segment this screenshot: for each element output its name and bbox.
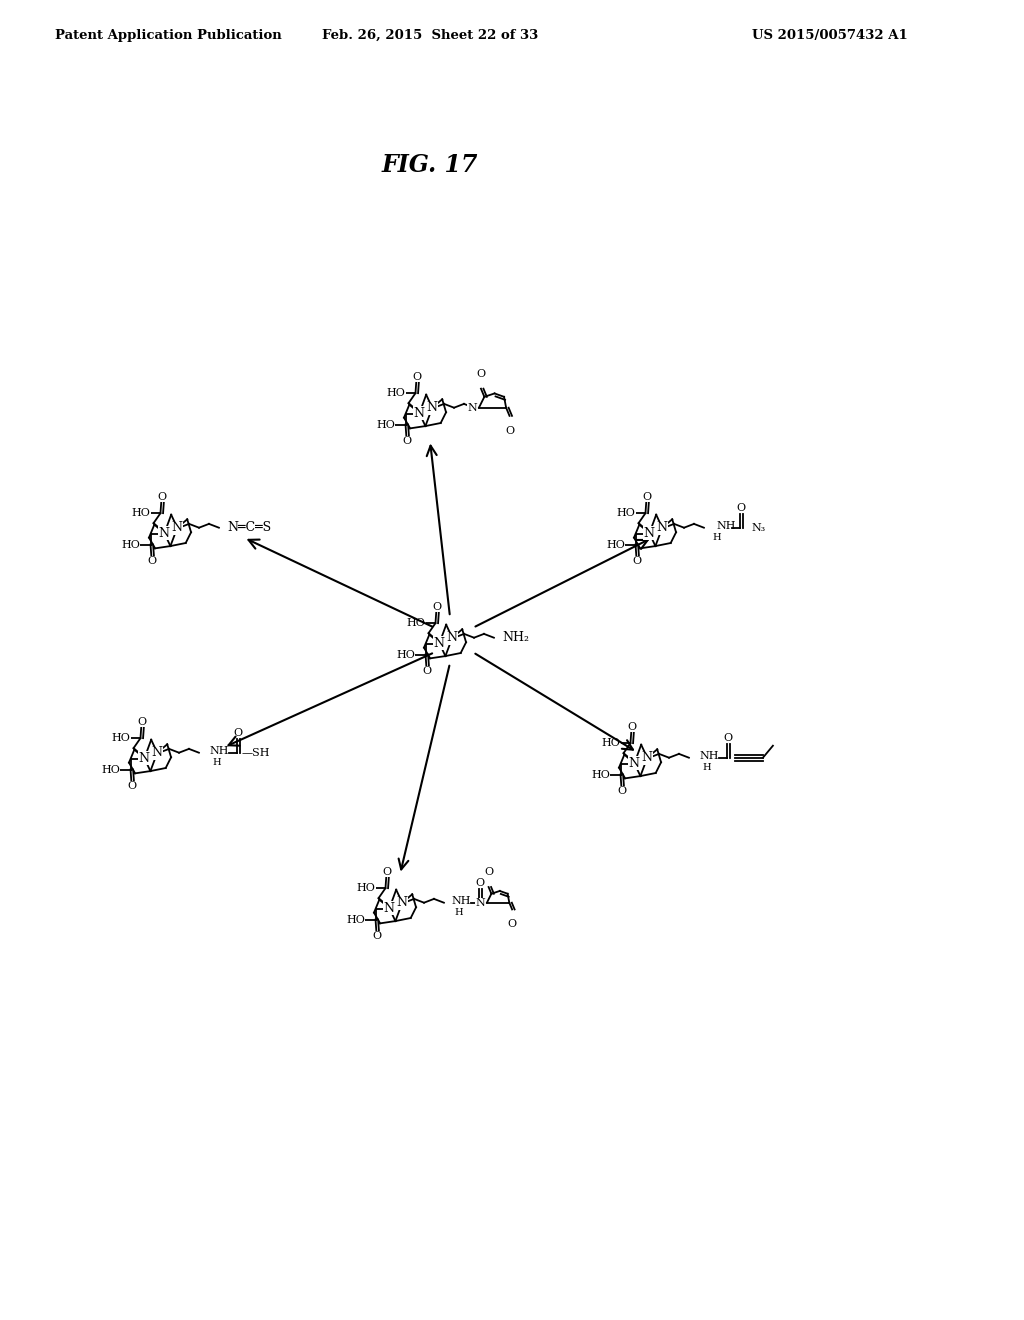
Text: N: N (642, 751, 652, 764)
Text: HO: HO (357, 883, 376, 894)
Text: N: N (475, 898, 484, 908)
Text: HO: HO (591, 770, 610, 780)
Text: H: H (713, 533, 721, 543)
Text: O: O (736, 503, 745, 512)
Text: O: O (128, 780, 137, 791)
Text: O: O (475, 878, 484, 888)
Text: N: N (396, 896, 408, 909)
Text: O: O (158, 492, 167, 502)
Text: O: O (432, 602, 441, 612)
Text: O: O (505, 426, 514, 436)
Text: NH: NH (700, 751, 720, 760)
Text: H: H (455, 908, 463, 917)
Text: N═C═S: N═C═S (227, 521, 271, 535)
Text: O: O (643, 492, 651, 502)
Text: HO: HO (346, 915, 366, 924)
Text: N: N (139, 751, 150, 764)
Text: NH: NH (717, 520, 736, 531)
Text: HO: HO (112, 733, 131, 743)
Text: Feb. 26, 2015  Sheet 22 of 33: Feb. 26, 2015 Sheet 22 of 33 (322, 29, 539, 41)
Text: HO: HO (602, 738, 621, 748)
Text: O: O (402, 436, 412, 446)
Text: HO: HO (616, 508, 636, 519)
Text: O: O (423, 665, 432, 676)
Text: —SH: —SH (242, 747, 270, 758)
Text: N: N (446, 631, 458, 644)
Text: Patent Application Publication: Patent Application Publication (55, 29, 282, 41)
Text: O: O (413, 372, 422, 381)
Text: O: O (617, 785, 627, 796)
Text: N: N (629, 756, 640, 770)
Text: HO: HO (376, 420, 395, 429)
Text: H: H (213, 758, 221, 767)
Text: HO: HO (121, 540, 140, 549)
Text: HO: HO (396, 649, 415, 660)
Text: O: O (628, 722, 637, 733)
Text: N₃: N₃ (752, 523, 766, 533)
Text: O: O (484, 867, 494, 876)
Text: O: O (508, 920, 517, 929)
Text: O: O (147, 556, 157, 565)
Text: H: H (702, 763, 712, 772)
Text: N: N (434, 636, 444, 649)
Text: N: N (656, 521, 668, 535)
Text: N: N (152, 746, 163, 759)
Text: HO: HO (132, 508, 151, 519)
Text: N: N (384, 902, 395, 915)
Text: HO: HO (606, 540, 625, 549)
Text: HO: HO (407, 618, 426, 628)
Text: N: N (159, 527, 170, 540)
Text: FIG. 17: FIG. 17 (382, 153, 478, 177)
Text: O: O (476, 368, 485, 379)
Text: NH: NH (210, 746, 229, 756)
Text: N: N (172, 521, 183, 535)
Text: N: N (644, 527, 654, 540)
Text: O: O (723, 733, 732, 743)
Text: O: O (373, 931, 382, 941)
Text: O: O (233, 727, 243, 738)
Text: US 2015/0057432 A1: US 2015/0057432 A1 (752, 29, 908, 41)
Text: NH: NH (452, 896, 471, 906)
Text: NH₂: NH₂ (502, 631, 529, 644)
Text: O: O (383, 867, 392, 876)
Text: N: N (427, 401, 438, 414)
Text: N: N (414, 407, 425, 420)
Text: O: O (137, 717, 146, 727)
Text: N: N (467, 403, 477, 413)
Text: HO: HO (387, 388, 406, 399)
Text: O: O (633, 556, 642, 565)
Text: HO: HO (101, 764, 120, 775)
